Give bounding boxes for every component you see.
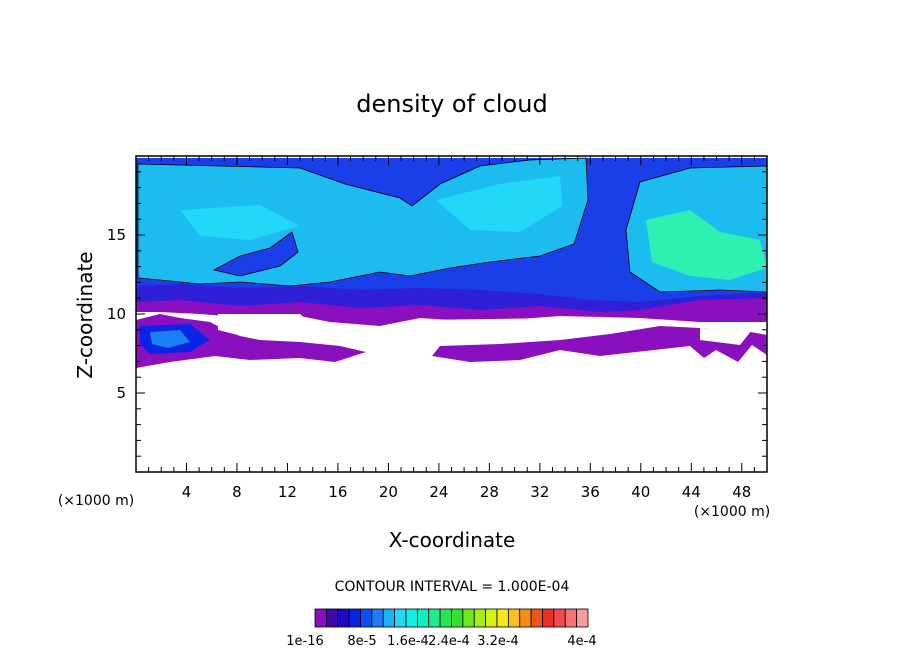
colorbar-swatch (360, 608, 373, 628)
colorbar-swatch (451, 608, 464, 628)
colorbar-swatch (394, 608, 407, 628)
x-axis-label: X-coordinate (389, 528, 516, 552)
colorbar-swatch (530, 608, 543, 628)
x-tick-label: 28 (480, 483, 499, 501)
colorbar-swatch (416, 608, 430, 628)
colorbar-swatch (325, 608, 339, 628)
x-tick-label: 20 (379, 483, 398, 501)
cloud-region-green (646, 210, 767, 280)
x-tick-label: 24 (429, 483, 448, 501)
colorbar-swatch (553, 608, 566, 628)
x-tick-label: 40 (631, 483, 650, 501)
y-unit-label: (×1000 m) (58, 493, 134, 509)
colorbar-label: 1.6e-4 (387, 634, 429, 649)
x-tick-label: 44 (682, 483, 701, 501)
colorbar-label: 1e-16 (286, 634, 324, 649)
x-tick-label: 12 (278, 483, 297, 501)
contour-interval-text: CONTOUR INTERVAL = 1.000E-04 (335, 579, 570, 595)
colorbar-swatch (382, 608, 396, 628)
colorbar-swatch (428, 608, 441, 628)
plot-area (136, 156, 767, 472)
colorbar-swatch (507, 608, 521, 628)
y-tick-label: 10 (107, 305, 126, 323)
y-tick-label: 5 (116, 384, 126, 402)
colorbar-swatch (485, 608, 498, 628)
x-tick-label: 36 (581, 483, 600, 501)
colorbar-labels: 1e-16 8e-5 1.6e-4 2.4e-4 3.2e-4 4e-4 (286, 634, 596, 649)
colorbar-swatch (473, 608, 487, 628)
colorbar-swatch (519, 608, 532, 628)
colorbar-swatch (405, 608, 418, 628)
colorbar-swatch (564, 608, 578, 628)
colorbar-swatch (314, 608, 327, 628)
colorbar-label: 8e-5 (347, 634, 376, 649)
x-tick-label: 48 (732, 483, 751, 501)
colorbar-label: 3.2e-4 (477, 634, 519, 649)
colorbar (314, 608, 589, 628)
y-tick-label: 15 (107, 226, 126, 244)
colorbar-swatch (542, 608, 555, 628)
colorbar-swatch (439, 608, 452, 628)
x-unit-label: (×1000 m) (694, 504, 770, 520)
colorbar-label: 4e-4 (567, 634, 596, 649)
colorbar-swatch (348, 608, 361, 628)
x-tick-label: 32 (530, 483, 549, 501)
colorbar-swatch (337, 608, 350, 628)
chart-title: density of cloud (356, 90, 547, 118)
colorbar-swatch (496, 608, 509, 628)
colorbar-swatch (576, 608, 589, 628)
x-tick-label: 4 (182, 483, 192, 501)
x-tick-label: 16 (328, 483, 347, 501)
x-tick-label: 8 (232, 483, 242, 501)
colorbar-label: 2.4e-4 (428, 634, 470, 649)
cloud-region-purple (136, 290, 767, 368)
colorbar-swatch (371, 608, 384, 628)
y-axis-label: Z-coordinate (73, 251, 97, 378)
x-axis: 4 8 12 16 20 24 28 32 36 40 44 48 (148, 156, 755, 501)
y-axis: 5 10 15 (107, 171, 767, 457)
colorbar-swatch (462, 608, 475, 628)
